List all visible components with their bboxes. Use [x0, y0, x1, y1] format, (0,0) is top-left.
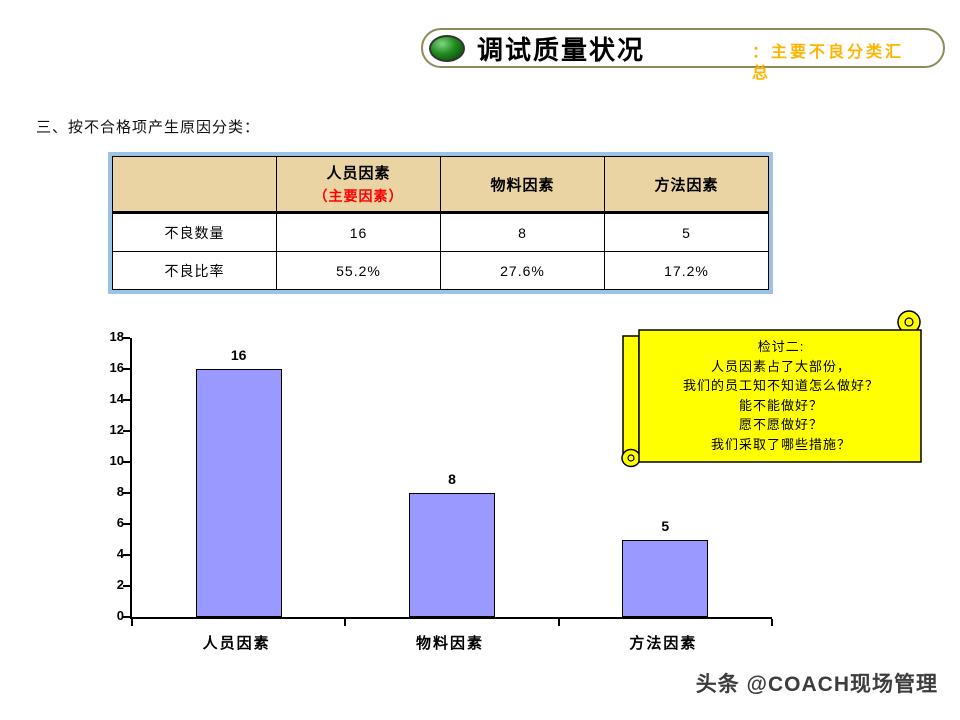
- table-row: 不良数量 16 8 5: [112, 212, 769, 252]
- callout-text: 检讨二: 人员因素占了大部份， 我们的员工知不知道怎么做好？ 能不能做好？ 愿不…: [649, 337, 913, 454]
- scroll-shape: [621, 310, 922, 468]
- y-tick-label: 2: [116, 577, 124, 592]
- table-cell: 17.2%: [604, 251, 769, 290]
- col-header-person: 人员因素 （主要因素）: [276, 156, 441, 214]
- y-tick-label: 8: [116, 484, 124, 499]
- y-tick-mark: [123, 585, 130, 587]
- row-label-cell: 不良比率: [112, 251, 277, 290]
- y-tick-label: 12: [109, 422, 124, 437]
- x-axis-category-label: 物料因素: [415, 635, 484, 652]
- bar-chart: 0 2 4 6 8 10 12 14 16 18 16 8 5 人员因素 物料因素 方法因素: [110, 329, 810, 652]
- watermark: 头条 @COACH现场管理: [695, 673, 938, 696]
- table-cell: 5: [604, 212, 769, 252]
- bar-value-label: 16: [230, 347, 247, 363]
- y-tick-mark: [123, 461, 130, 463]
- col-header-method: 方法因素: [604, 156, 769, 214]
- callout-line: 人员因素占了大部份，: [710, 358, 851, 374]
- bar-人员因素: [195, 369, 282, 617]
- y-tick-mark: [123, 616, 130, 618]
- y-tick-mark: [123, 399, 130, 401]
- row-label-cell: 不良数量: [112, 212, 277, 252]
- callout-line: 愿不愿做好？: [738, 417, 823, 432]
- green-orb-icon: [429, 34, 465, 62]
- bar-value-label: 8: [448, 471, 456, 487]
- x-axis-category-label: 方法因素: [629, 635, 698, 652]
- y-tick-mark: [123, 430, 130, 432]
- callout-line: 我们采取了哪些措施？: [710, 436, 851, 452]
- bar-value-label: 5: [661, 517, 670, 534]
- col-header-person-label: 人员因素: [326, 165, 391, 182]
- page-title: 调试质量状况: [477, 34, 646, 65]
- table-row: 不良比率 55.2% 27.6% 17.2%: [112, 251, 769, 290]
- y-tick-mark: [123, 554, 130, 556]
- y-tick-label: 14: [109, 391, 124, 406]
- y-tick-mark: [123, 368, 130, 370]
- callout-line: 能不能做好？: [738, 397, 823, 413]
- col-header-material: 物料因素: [440, 156, 605, 214]
- x-axis-category-label: 人员因素: [202, 635, 271, 652]
- y-tick-mark: [123, 492, 130, 494]
- callout-line: 我们的员工知不知道怎么做好？: [682, 378, 879, 393]
- x-tick-mark: [557, 619, 560, 626]
- x-tick-mark: [131, 619, 133, 626]
- review-callout: 检讨二: 人员因素占了大部份， 我们的员工知不知道怎么做好？ 能不能做好？ 愿不…: [615, 308, 935, 480]
- section-heading: 三、按不合格项产生原因分类：: [36, 119, 261, 136]
- table-cell: 16: [276, 212, 441, 252]
- header-subtitle: ：主要不良分类汇总: [752, 44, 905, 82]
- y-tick-label: 16: [109, 360, 124, 375]
- table-cell: 27.6%: [440, 251, 605, 290]
- defect-cause-table: 人员因素 （主要因素） 物料因素 方法因素 不良数量 16 8 5 不良比率 5…: [108, 152, 773, 294]
- y-tick-label: 4: [116, 546, 124, 561]
- chart-x-axis-labels: 人员因素 物料因素 方法因素: [130, 632, 770, 653]
- x-tick-mark: [771, 619, 773, 626]
- y-tick-label: 10: [109, 453, 124, 468]
- y-tick-mark: [123, 523, 130, 525]
- table-header-row: 人员因素 （主要因素） 物料因素 方法因素: [112, 156, 769, 214]
- y-tick-label: 6: [116, 515, 124, 530]
- y-tick-label: 0: [116, 608, 124, 623]
- table-corner-cell: [112, 156, 277, 214]
- bar-物料因素: [409, 493, 495, 617]
- x-tick-mark: [344, 619, 347, 626]
- table-note: （主要因素）: [313, 188, 404, 204]
- bar-方法因素: [622, 539, 709, 617]
- table-cell: 8: [440, 212, 605, 252]
- chart-plot-area: 0 2 4 6 8 10 12 14 16 18 16 8 5: [110, 329, 773, 626]
- callout-line: 检讨二:: [757, 339, 805, 354]
- y-tick-mark: [123, 337, 130, 339]
- table-cell: 55.2%: [276, 251, 441, 290]
- title-banner: 调试质量状况: [421, 28, 945, 68]
- y-tick-label: 18: [109, 329, 124, 344]
